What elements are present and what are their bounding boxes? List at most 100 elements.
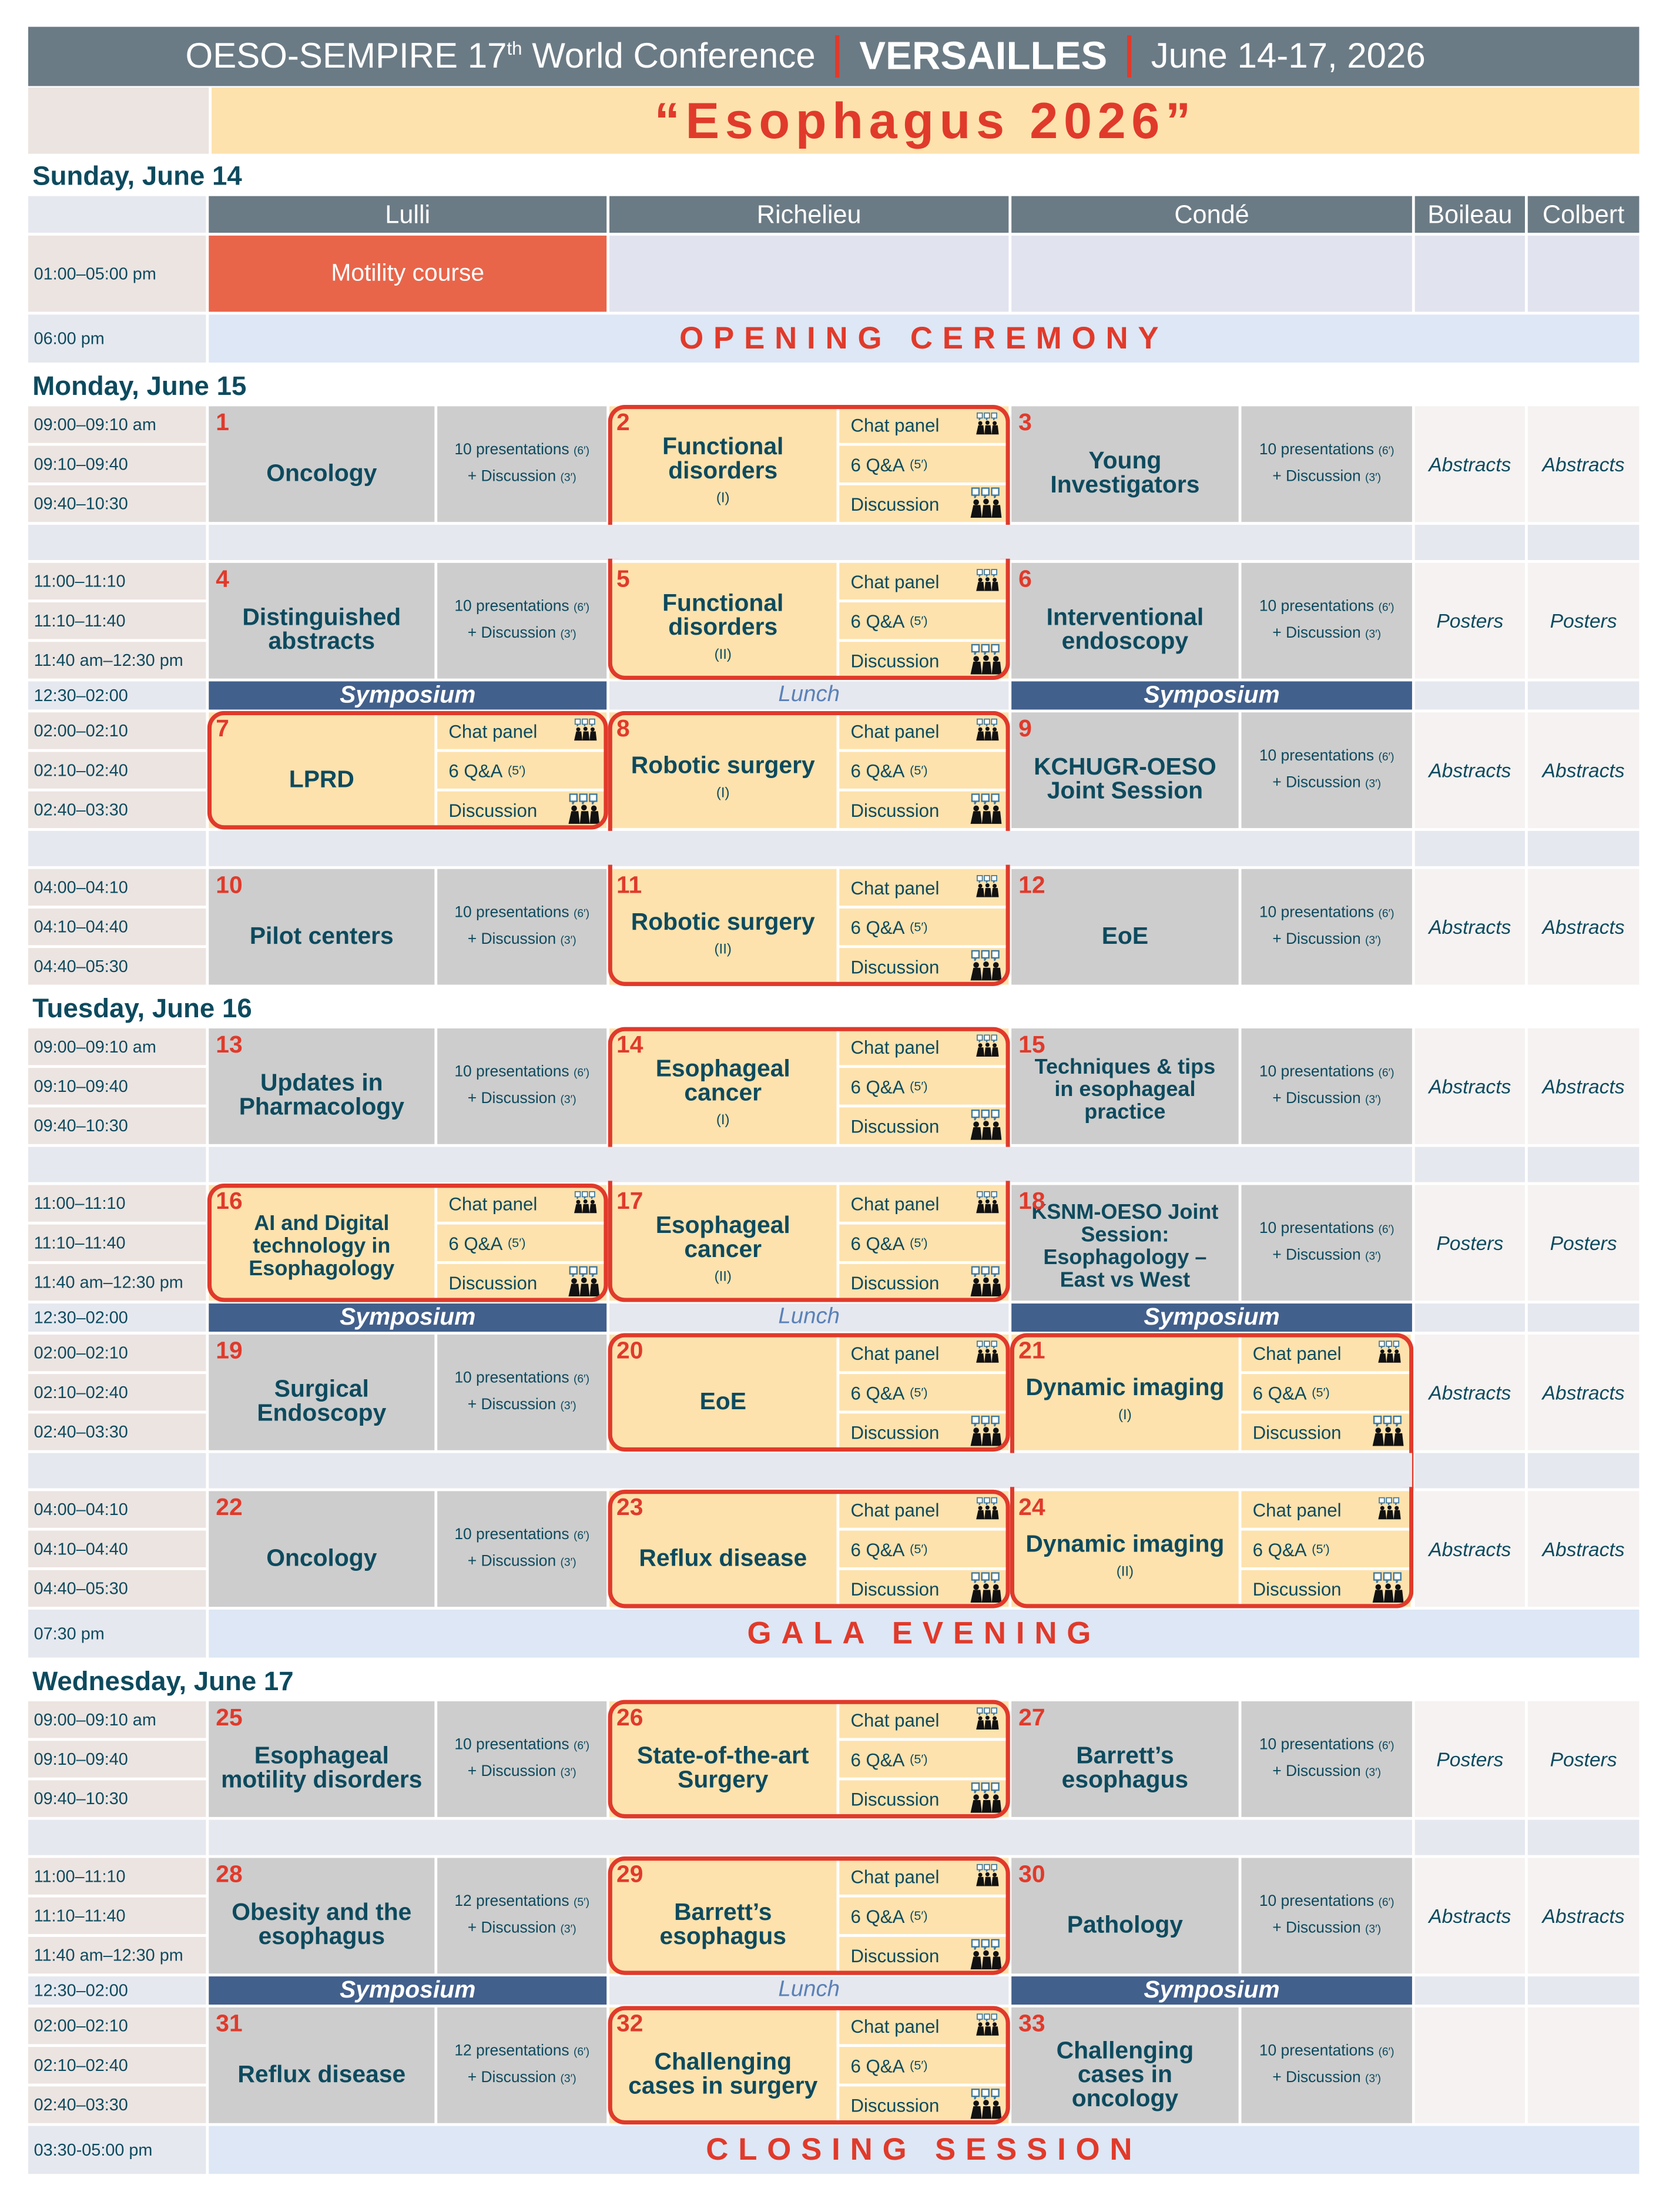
boileau-slot[interactable]: Posters — [1414, 1185, 1525, 1301]
session-22[interactable]: 22 Oncology — [209, 1491, 435, 1607]
chat-panel-item[interactable]: Chat panel — [839, 1701, 1009, 1738]
session-18[interactable]: 18 KSNM-OESO Joint Session: Esophagology … — [1011, 1185, 1239, 1301]
qa-item[interactable]: 6 Q&A (5′) — [839, 1741, 1009, 1778]
session-title-cell[interactable]: 32 Challenging cases in surgery — [609, 2007, 837, 2123]
session-7[interactable]: 7 LPRD Chat panel 6 Q&A (5′) Discussion — [207, 710, 608, 830]
colbert-slot[interactable]: Abstracts — [1527, 406, 1640, 522]
session-26[interactable]: 26 State-of-the-art Surgery Chat panel 6 Q&… — [608, 1700, 1010, 1819]
session-title-cell[interactable]: 7 LPRD — [209, 712, 435, 829]
colbert-slot[interactable]: Abstracts — [1527, 712, 1640, 829]
qa-item[interactable]: 6 Q&A (5′) — [839, 1224, 1009, 1262]
chat-panel-item[interactable]: Chat panel — [839, 2007, 1009, 2045]
session-31[interactable]: 31 Reflux disease — [209, 2007, 435, 2123]
boileau-slot[interactable]: Abstracts — [1414, 869, 1525, 985]
qa-item[interactable]: 6 Q&A (5′) — [839, 1897, 1009, 1935]
chat-panel-item[interactable]: Chat panel — [839, 1185, 1009, 1222]
session-14[interactable]: 14 Esophageal cancer (I) Chat panel 6 Q&A (5… — [608, 1027, 1010, 1149]
session-title-cell[interactable]: 24 Dynamic imaging (II) — [1011, 1491, 1239, 1607]
boileau-slot[interactable]: Abstracts — [1414, 712, 1525, 829]
chat-panel-item[interactable]: Chat panel — [839, 1028, 1009, 1065]
symposium-conde[interactable]: Symposium — [1011, 1303, 1412, 1332]
session-33[interactable]: 33 Challenging cases in oncology — [1011, 2007, 1239, 2123]
boileau-slot[interactable]: Posters — [1414, 562, 1525, 679]
colbert-slot[interactable]: Abstracts — [1527, 1334, 1640, 1450]
session-25[interactable]: 25 Esophageal motility disorders — [209, 1701, 435, 1817]
session-9[interactable]: 9 KCHUGR-OESO Joint Session — [1011, 712, 1239, 829]
colbert-slot[interactable]: Posters — [1527, 1701, 1640, 1817]
discussion-item[interactable]: Discussion — [839, 2086, 1009, 2123]
discussion-item[interactable]: Discussion — [839, 1570, 1009, 1607]
qa-item[interactable]: 6 Q&A (5′) — [1241, 1530, 1411, 1567]
discussion-item[interactable]: Discussion — [839, 948, 1009, 985]
colbert-slot[interactable]: Abstracts — [1527, 1028, 1640, 1144]
discussion-item[interactable]: Discussion — [839, 1780, 1009, 1817]
boileau-slot[interactable]: Abstracts — [1414, 1028, 1525, 1144]
boileau-slot[interactable]: Abstracts — [1414, 406, 1525, 522]
colbert-slot[interactable]: Abstracts — [1527, 1858, 1640, 1974]
session-27[interactable]: 27 Barrett’s esophagus — [1011, 1701, 1239, 1817]
session-13[interactable]: 13 Updates in Pharmacology — [209, 1028, 435, 1144]
session-30[interactable]: 30 Pathology — [1011, 1858, 1239, 1974]
session-29[interactable]: 29 Barrett’s esophagus Chat panel 6 Q&A (5′… — [608, 1856, 1010, 1975]
session-title-cell[interactable]: 23 Reflux disease — [609, 1491, 837, 1607]
qa-item[interactable]: 6 Q&A (5′) — [839, 908, 1009, 946]
session-12[interactable]: 12 EoE — [1011, 869, 1239, 985]
qa-item[interactable]: 6 Q&A (5′) — [839, 1068, 1009, 1105]
session-16[interactable]: 16 AI and Digital technology in Esophagol… — [207, 1184, 608, 1302]
chat-panel-item[interactable]: Chat panel — [1241, 1334, 1411, 1372]
session-title-cell[interactable]: 8 Robotic surgery (I) — [609, 712, 837, 829]
session-24[interactable]: 24 Dynamic imaging (II) Chat panel 6 Q&A (5′… — [1010, 1487, 1414, 1608]
boileau-slot[interactable]: Abstracts — [1414, 1858, 1525, 1974]
discussion-item[interactable]: Discussion — [437, 791, 607, 829]
discussion-item[interactable]: Discussion — [839, 642, 1009, 679]
session-4[interactable]: 4 Distinguished abstracts — [209, 562, 435, 679]
boileau-slot[interactable]: Posters — [1414, 1701, 1525, 1817]
qa-item[interactable]: 6 Q&A (5′) — [437, 752, 607, 789]
session-title-cell[interactable]: 29 Barrett’s esophagus — [609, 1858, 837, 1974]
symposium-lulli[interactable]: Symposium — [209, 1303, 607, 1332]
qa-item[interactable]: 6 Q&A (5′) — [839, 1374, 1009, 1411]
qa-item[interactable]: 6 Q&A (5′) — [1241, 1374, 1411, 1411]
course-session[interactable]: Motility course — [209, 235, 607, 312]
qa-item[interactable]: 6 Q&A (5′) — [437, 1224, 607, 1262]
chat-panel-item[interactable]: Chat panel — [839, 562, 1009, 600]
session-3[interactable]: 3 Young Investigators — [1011, 406, 1239, 522]
colbert-slot[interactable]: Posters — [1527, 562, 1640, 679]
discussion-item[interactable]: Discussion — [839, 1107, 1009, 1144]
discussion-item[interactable]: Discussion — [839, 791, 1009, 829]
session-21[interactable]: 21 Dynamic imaging (I) Chat panel 6 Q&A (5′)… — [1010, 1333, 1414, 1454]
session-15[interactable]: 15 Techniques & tips in esophageal practi… — [1011, 1028, 1239, 1144]
session-title-cell[interactable]: 5 Functional disorders (II) — [609, 562, 837, 679]
session-2[interactable]: 2 Functional disorders (I) Chat panel 6 Q&A … — [608, 404, 1010, 527]
boileau-slot[interactable]: Abstracts — [1414, 1334, 1525, 1450]
discussion-item[interactable]: Discussion — [1241, 1570, 1411, 1607]
session-title-cell[interactable]: 17 Esophageal cancer (II) — [609, 1185, 837, 1301]
boileau-slot[interactable]: Abstracts — [1414, 1491, 1525, 1607]
session-5[interactable]: 5 Functional disorders (II) Chat panel 6 Q&A… — [608, 558, 1010, 681]
discussion-item[interactable]: Discussion — [839, 1413, 1009, 1450]
session-6[interactable]: 6 Interventional endoscopy — [1011, 562, 1239, 679]
qa-item[interactable]: 6 Q&A (5′) — [839, 2047, 1009, 2084]
chat-panel-item[interactable]: Chat panel — [839, 406, 1009, 443]
qa-item[interactable]: 6 Q&A (5′) — [839, 445, 1009, 482]
session-20[interactable]: 20 EoE Chat panel 6 Q&A (5′) Discussion — [608, 1333, 1010, 1452]
symposium-lulli[interactable]: Symposium — [209, 681, 607, 710]
session-1[interactable]: 1 Oncology — [209, 406, 435, 522]
chat-panel-item[interactable]: Chat panel — [839, 1334, 1009, 1372]
session-32[interactable]: 32 Challenging cases in surgery Chat panel… — [608, 2006, 1010, 2125]
discussion-item[interactable]: Discussion — [839, 1936, 1009, 1974]
discussion-item[interactable]: Discussion — [839, 1263, 1009, 1301]
session-10[interactable]: 10 Pilot centers — [209, 869, 435, 985]
discussion-item[interactable]: Discussion — [839, 485, 1009, 522]
session-23[interactable]: 23 Reflux disease Chat panel 6 Q&A (5′) Disc… — [608, 1489, 1010, 1608]
colbert-slot[interactable]: Abstracts — [1527, 1491, 1640, 1607]
qa-item[interactable]: 6 Q&A (5′) — [839, 1530, 1009, 1567]
session-title-cell[interactable]: 14 Esophageal cancer (I) — [609, 1028, 837, 1144]
chat-panel-item[interactable]: Chat panel — [839, 1491, 1009, 1528]
qa-item[interactable]: 6 Q&A (5′) — [839, 602, 1009, 639]
session-11[interactable]: 11 Robotic surgery (II) Chat panel 6 Q&A (5′… — [608, 864, 1010, 986]
chat-panel-item[interactable]: Chat panel — [1241, 1491, 1411, 1528]
session-title-cell[interactable]: 26 State-of-the-art Surgery — [609, 1701, 837, 1817]
session-8[interactable]: 8 Robotic surgery (I) Chat panel 6 Q&A (5′) D… — [608, 710, 1010, 833]
discussion-item[interactable]: Discussion — [1241, 1413, 1411, 1450]
